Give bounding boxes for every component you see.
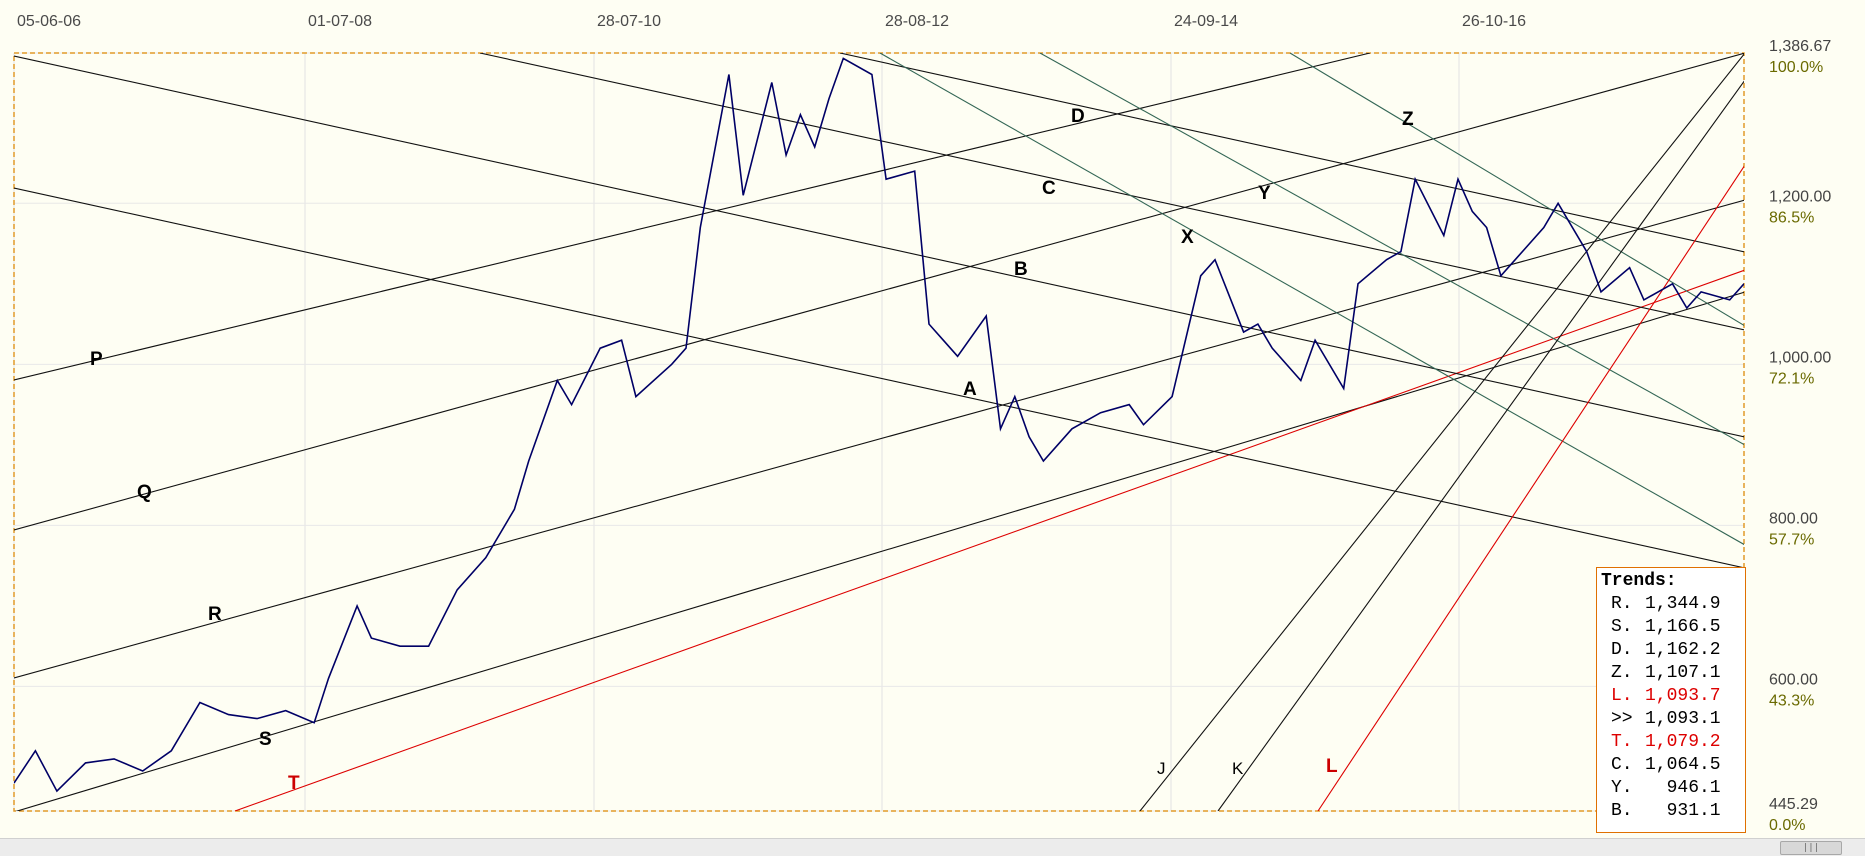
trend-row: C. 1,064.5 — [1601, 754, 1741, 777]
trend-row-value: 1,162.2 — [1644, 640, 1721, 660]
x-gridlines — [13, 53, 1460, 811]
trend-row-label: R. — [1611, 594, 1633, 614]
trend-line — [14, 53, 1371, 381]
y-tick-percent: 43.3% — [1769, 692, 1814, 709]
trends-legend: Trends: R. 1,344.9 S. 1,166.5 D. 1,162.2 Z. 1,1… — [1596, 567, 1746, 833]
trend-row: S. 1,166.5 — [1601, 616, 1741, 639]
trend-row: L. 1,093.7 — [1601, 685, 1741, 708]
trend-row-value: 1,344.9 — [1644, 594, 1721, 614]
y-tick-label: 600.00 — [1769, 671, 1818, 688]
horizontal-scrollbar[interactable]: ||| — [0, 838, 1865, 856]
x-tick-label: 26-10-16 — [1462, 13, 1526, 30]
y-tick-label: 1,386.67 — [1769, 38, 1831, 55]
trend-row-value: 1,064.5 — [1644, 755, 1721, 775]
trend-row-label: >> — [1611, 709, 1633, 729]
trend-lines — [14, 53, 1744, 811]
x-tick-label: 24-09-14 — [1174, 13, 1238, 30]
trend-label: K — [1232, 759, 1244, 778]
trend-row: R. 1,344.9 — [1601, 593, 1741, 616]
y-tick-label: 1,000.00 — [1769, 349, 1831, 366]
y-gridlines — [14, 52, 1744, 812]
trend-label: Z — [1402, 109, 1414, 130]
trend-row-label: Y. — [1611, 778, 1633, 798]
trend-row-value: 1,079.2 — [1644, 732, 1721, 752]
trend-row: D. 1,162.2 — [1601, 639, 1741, 662]
scrollbar-thumb[interactable]: ||| — [1780, 841, 1842, 855]
trends-title: Trends: — [1601, 571, 1677, 591]
trend-label: T — [288, 773, 300, 794]
trend-row: Z. 1,107.1 — [1601, 662, 1741, 685]
trend-row-value: 946.1 — [1666, 778, 1721, 798]
trend-row-value: 1,093.1 — [1644, 709, 1721, 729]
trend-line — [839, 53, 1744, 253]
trend-line — [234, 269, 1744, 811]
trend-row: Y. 946.1 — [1601, 777, 1741, 800]
trend-row-label: L. — [1611, 686, 1633, 706]
trend-line — [1039, 53, 1744, 446]
trend-label: S — [259, 729, 272, 750]
y-tick-percent: 0.0% — [1769, 817, 1805, 834]
x-tick-labels: 05-06-06 01-07-08 28-07-10 28-08-12 24-09-14… — [17, 13, 1526, 30]
trend-line — [879, 53, 1744, 546]
trend-label: J — [1157, 759, 1166, 778]
y-tick-labels: 1,386.67 100.0% 1,200.00 86.5% 1,000.00 72.1%… — [1769, 38, 1831, 834]
trend-line — [14, 187, 1744, 569]
x-tick-label: 01-07-08 — [308, 13, 372, 30]
trend-line — [479, 53, 1744, 331]
trend-line — [1139, 53, 1744, 811]
x-tick-label: 05-06-06 — [17, 13, 81, 30]
y-tick-label: 1,200.00 — [1769, 188, 1831, 205]
trend-line — [14, 199, 1744, 679]
trend-row-label: C. — [1611, 755, 1633, 775]
trend-row-value: 931.1 — [1666, 801, 1721, 821]
trend-row-value: 1,166.5 — [1644, 617, 1721, 637]
trend-line — [14, 55, 1744, 438]
y-tick-label: 445.29 — [1769, 796, 1818, 813]
y-tick-percent: 100.0% — [1769, 59, 1823, 76]
trend-row-label: B. — [1611, 801, 1633, 821]
trend-line-labels: P Q R S T A B C D X Y Z J K L — [90, 106, 1414, 794]
trend-label: D — [1071, 106, 1085, 127]
trend-line — [1217, 80, 1744, 811]
trend-row: B. 931.1 — [1601, 800, 1741, 823]
trend-label: P — [90, 349, 103, 370]
trend-row-value: 1,107.1 — [1644, 663, 1721, 683]
trend-label: Y — [1258, 183, 1271, 204]
trend-line — [15, 291, 1744, 811]
x-tick-label: 28-07-10 — [597, 13, 661, 30]
trend-label: R — [208, 604, 222, 625]
y-tick-label: 800.00 — [1769, 510, 1818, 527]
price-series-line — [14, 57, 1744, 793]
trend-row-label: S. — [1611, 617, 1633, 637]
trend-label: C — [1042, 178, 1056, 199]
y-tick-percent: 86.5% — [1769, 209, 1814, 226]
trend-label: L — [1326, 756, 1338, 777]
trend-label: A — [963, 379, 977, 400]
trend-label: Q — [137, 482, 152, 503]
trend-row-label: D. — [1611, 640, 1633, 660]
y-tick-percent: 72.1% — [1769, 370, 1814, 387]
plot-frame — [13, 52, 1745, 812]
trend-label: X — [1181, 227, 1194, 248]
trend-row-label: T. — [1611, 732, 1633, 752]
trend-line — [14, 53, 1744, 531]
x-tick-label: 28-08-12 — [885, 13, 949, 30]
trend-label: B — [1014, 259, 1028, 280]
trend-line — [1317, 165, 1744, 811]
y-tick-percent: 57.7% — [1769, 531, 1814, 548]
trend-row: >> 1,093.1 — [1601, 708, 1741, 731]
price-chart: 05-06-06 01-07-08 28-07-10 28-08-12 24-09-14… — [13, 13, 1831, 834]
trend-row: T. 1,079.2 — [1601, 731, 1741, 754]
trend-row-value: 1,093.7 — [1644, 686, 1721, 706]
trends-list: R. 1,344.9 S. 1,166.5 D. 1,162.2 Z. 1,107.1 L. 1,… — [1601, 593, 1741, 823]
trend-row-label: Z. — [1611, 663, 1633, 683]
grip-icon: ||| — [1802, 843, 1820, 853]
